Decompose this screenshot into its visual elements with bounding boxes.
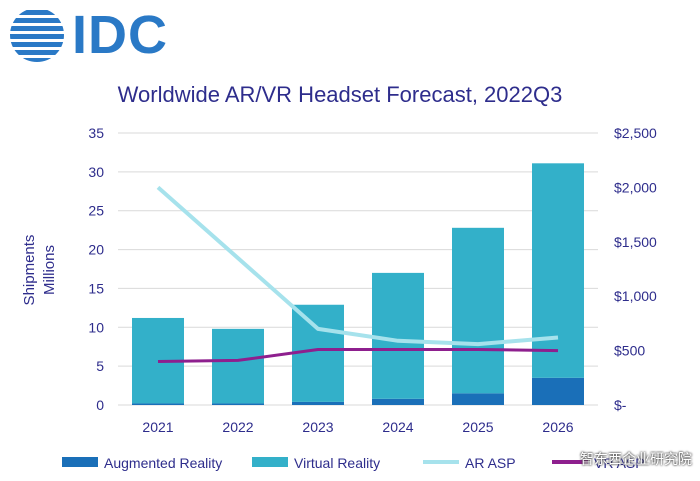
y2-tick-label: $2,000 <box>614 179 657 195</box>
bar-augmented-reality-2022 <box>212 403 264 405</box>
bar-virtual-reality-2026 <box>532 163 584 378</box>
chart-title: Worldwide AR/VR Headset Forecast, 2022Q3 <box>117 82 563 107</box>
x-tick-label: 2024 <box>382 419 413 435</box>
x-tick-label: 2026 <box>542 419 573 435</box>
x-tick-label: 2022 <box>222 419 253 435</box>
y-tick-label: 10 <box>88 319 104 335</box>
bar-augmented-reality-2026 <box>532 377 584 405</box>
idc-logo: IDC <box>8 6 168 64</box>
y2-tick-label: $1,500 <box>614 234 657 250</box>
y-tick-label: 35 <box>88 125 104 141</box>
bar-augmented-reality-2023 <box>292 401 344 405</box>
y-tick-label: 15 <box>88 280 104 296</box>
legend-swatch-virtual-reality <box>252 457 288 467</box>
x-tick-label: 2023 <box>302 419 333 435</box>
legend-swatch-augmented-reality <box>62 457 98 467</box>
bar-virtual-reality-2025 <box>452 227 504 394</box>
y-axis-label-millions: Millions <box>41 245 58 295</box>
watermark: 智东西企业研究院 <box>580 451 692 467</box>
bar-augmented-reality-2024 <box>372 398 424 405</box>
x-tick-label: 2025 <box>462 419 493 435</box>
bar-virtual-reality-2024 <box>372 272 424 399</box>
bar-virtual-reality-2022 <box>212 328 264 404</box>
y2-tick-label: $2,500 <box>614 125 657 141</box>
legend-label-augmented-reality: Augmented Reality <box>104 455 222 471</box>
idc-logo-text: IDC <box>72 5 168 65</box>
y-axis-label-shipments: Shipments <box>21 235 38 306</box>
y-tick-label: 25 <box>88 203 104 219</box>
legend-label-virtual-reality: Virtual Reality <box>294 455 380 471</box>
legend-label-ar-asp: AR ASP <box>465 455 516 471</box>
y-tick-label: 0 <box>96 397 104 413</box>
y-tick-label: 30 <box>88 164 104 180</box>
bar-augmented-reality-2021 <box>132 403 184 405</box>
legend-label-vr-asp: VR ASP <box>594 455 645 471</box>
y2-tick-label: $1,000 <box>614 288 657 304</box>
line-ar-asp <box>156 185 559 347</box>
bar-augmented-reality-2025 <box>452 393 504 405</box>
x-tick-label: 2021 <box>142 419 173 435</box>
y-tick-label: 5 <box>96 358 104 374</box>
y-tick-label: 20 <box>88 242 104 258</box>
y2-tick-label: $- <box>614 397 627 413</box>
line-vr-asp <box>157 348 559 363</box>
idc-globe-icon <box>10 10 64 62</box>
y2-tick-label: $500 <box>614 343 645 359</box>
